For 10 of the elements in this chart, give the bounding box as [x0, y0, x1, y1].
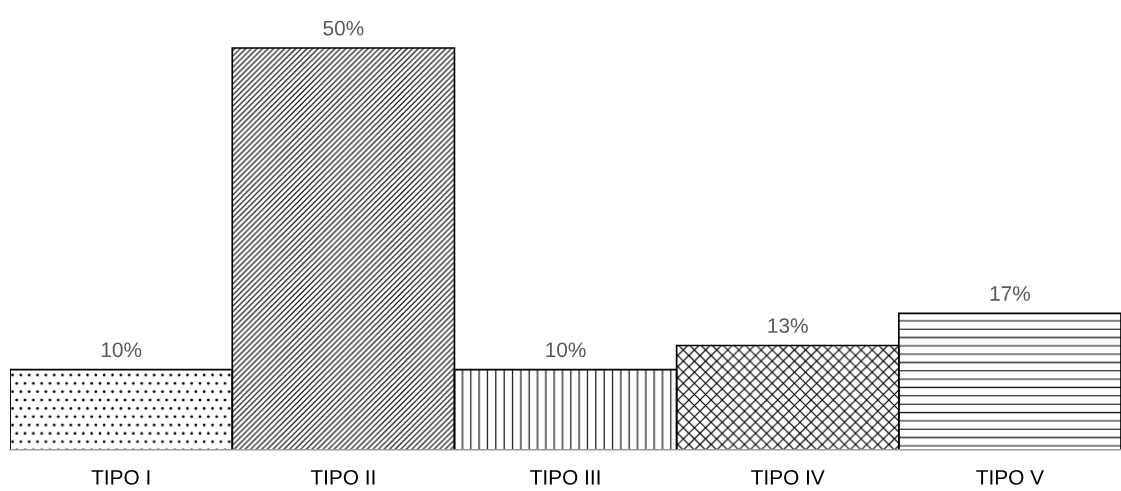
data-label: 10% — [546, 342, 586, 358]
x-tick-label: TIPO IV — [751, 470, 825, 485]
x-tick-label: TIPO II — [310, 470, 375, 485]
data-label: 13% — [768, 318, 808, 334]
x-tick-label: TIPO III — [530, 470, 600, 485]
data-label: 50% — [323, 20, 364, 36]
data-label: 10% — [101, 342, 142, 358]
x-tick-label: TIPO I — [91, 470, 150, 485]
data-label: 17% — [990, 286, 1031, 301]
x-tick-label: TIPO V — [976, 470, 1044, 485]
